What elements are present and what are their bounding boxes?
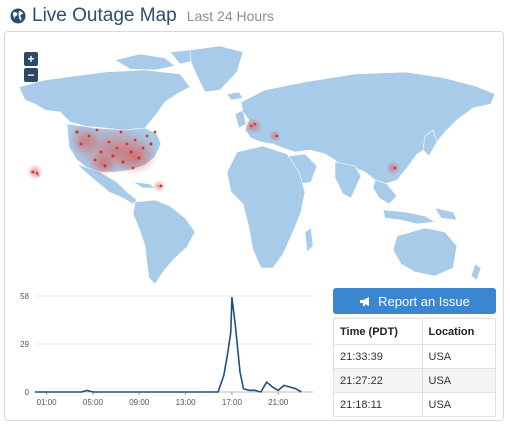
row-location: USA [421,392,496,417]
page-subtitle: Last 24 Hours [186,8,274,24]
y-tick-label: 58 [20,292,29,301]
x-tick-label: 21:00 [268,398,289,407]
table-row[interactable]: 21:18:11 USA [333,392,496,417]
report-issue-label: Report an Issue [378,293,470,309]
row-time: 21:27:22 [333,368,423,393]
table-header-row: Time (PDT) Location [333,318,496,345]
x-tick-label: 05:00 [83,398,104,407]
zoom-in-button[interactable]: + [24,52,38,66]
table-row[interactable]: 21:33:39 USA [333,344,496,369]
table-row[interactable]: 21:27:22 USA [333,368,496,393]
megaphone-icon [360,296,370,306]
outage-series-line [35,296,302,393]
column-header-time: Time (PDT) [333,318,423,345]
page-header: Live Outage Map Last 24 Hours [10,4,274,28]
x-tick-label: 17:00 [222,398,243,407]
y-tick-label: 0 [25,388,30,397]
globe-icon [10,8,26,24]
x-tick-label: 09:00 [129,398,150,407]
row-time: 21:33:39 [333,344,423,369]
report-issue-button[interactable]: Report an Issue [333,288,496,314]
y-tick-label: 29 [20,340,29,349]
recent-outages-table: Time (PDT) Location 21:33:39 USA 21:27:2… [333,318,496,417]
world-map[interactable] [5,32,503,287]
outage-chart: 0 29 58 01:00 05:00 09:00 13:00 17:00 21:00 [20,292,313,407]
row-location: USA [421,344,496,369]
page-title: Live Outage Map [32,5,177,26]
row-location: USA [421,368,496,393]
outage-markers [31,122,397,188]
outage-panel: + − 0 29 58 01:00 05:00 09:00 13:00 17:00 21:00 … [4,31,504,421]
x-tick-label: 01:00 [37,398,58,407]
zoom-out-button[interactable]: − [24,68,38,82]
x-tick-label: 13:00 [176,398,197,407]
column-header-location: Location [421,318,496,345]
row-time: 21:18:11 [333,392,423,417]
outage-hotspots [27,118,400,192]
